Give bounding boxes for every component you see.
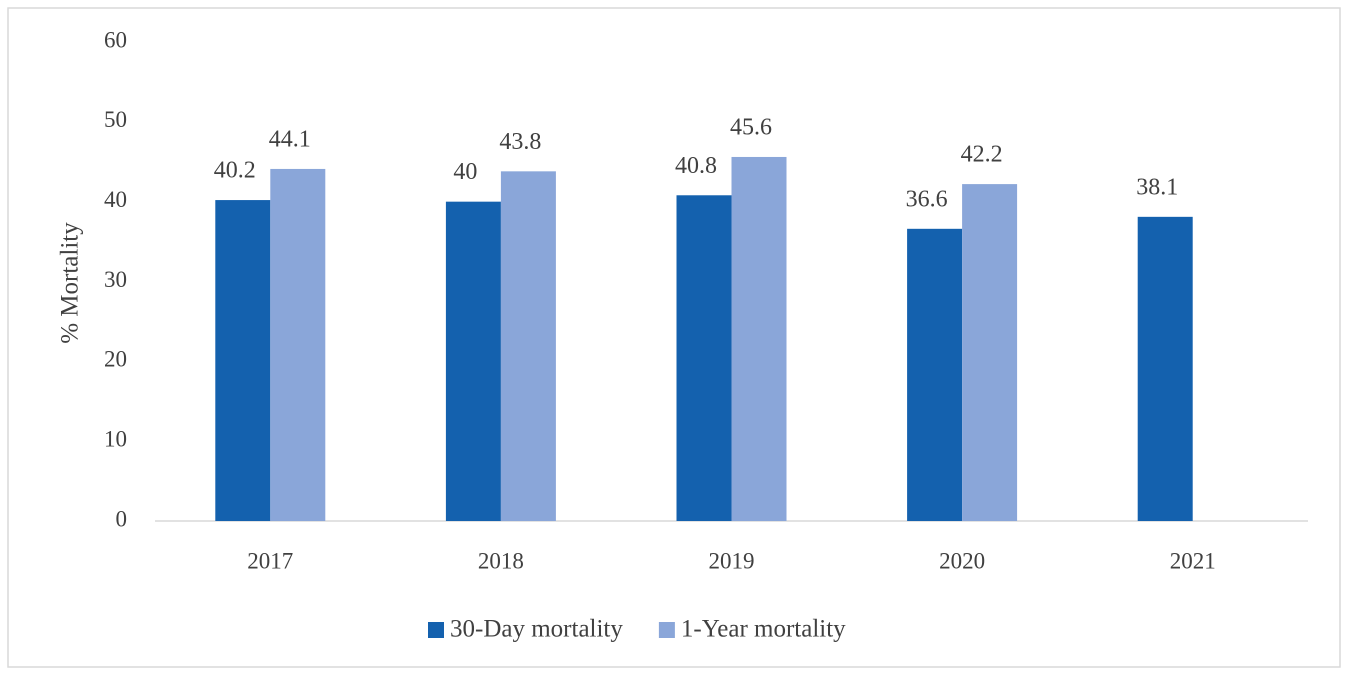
bar [907, 228, 963, 521]
x-tick-label: 2020 [939, 548, 985, 573]
legend-label: 30-Day mortality [450, 616, 623, 643]
data-label: 40.2 [214, 158, 256, 184]
x-tick-label: 2021 [1170, 548, 1216, 573]
y-tick-label: 10 [104, 426, 127, 451]
data-label: 45.6 [730, 114, 772, 140]
bar [1137, 216, 1193, 521]
y-tick-label: 0 [116, 506, 128, 531]
y-tick-label: 20 [104, 347, 127, 372]
y-axis-label: % Mortality [57, 222, 84, 344]
legend-swatch [658, 622, 675, 638]
data-label: 42.2 [961, 142, 1003, 168]
data-label: 38.1 [1136, 174, 1178, 200]
bar [731, 156, 787, 521]
y-tick-label: 60 [104, 27, 127, 52]
y-tick-label: 40 [104, 187, 127, 212]
data-label: 40 [453, 159, 477, 185]
bar [215, 200, 271, 521]
bar [500, 171, 556, 521]
bar [676, 195, 732, 521]
x-tick-label: 2018 [478, 548, 524, 573]
bar [270, 168, 326, 521]
data-label: 36.6 [906, 186, 948, 212]
legend-swatch [428, 622, 444, 638]
data-label: 43.8 [499, 129, 541, 155]
bar [962, 184, 1018, 521]
y-tick-label: 30 [104, 267, 127, 292]
x-tick-label: 2019 [709, 548, 755, 573]
data-label: 44.1 [269, 126, 311, 152]
legend-label: 1-Year mortality [681, 616, 846, 643]
bar [445, 201, 501, 521]
data-label: 40.8 [675, 153, 717, 179]
y-tick-label: 50 [104, 107, 127, 132]
x-tick-label: 2017 [247, 548, 293, 573]
